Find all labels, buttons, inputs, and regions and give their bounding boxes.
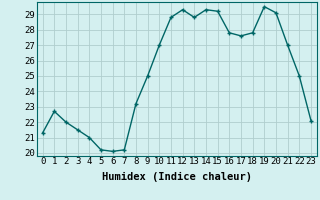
X-axis label: Humidex (Indice chaleur): Humidex (Indice chaleur) (102, 172, 252, 182)
